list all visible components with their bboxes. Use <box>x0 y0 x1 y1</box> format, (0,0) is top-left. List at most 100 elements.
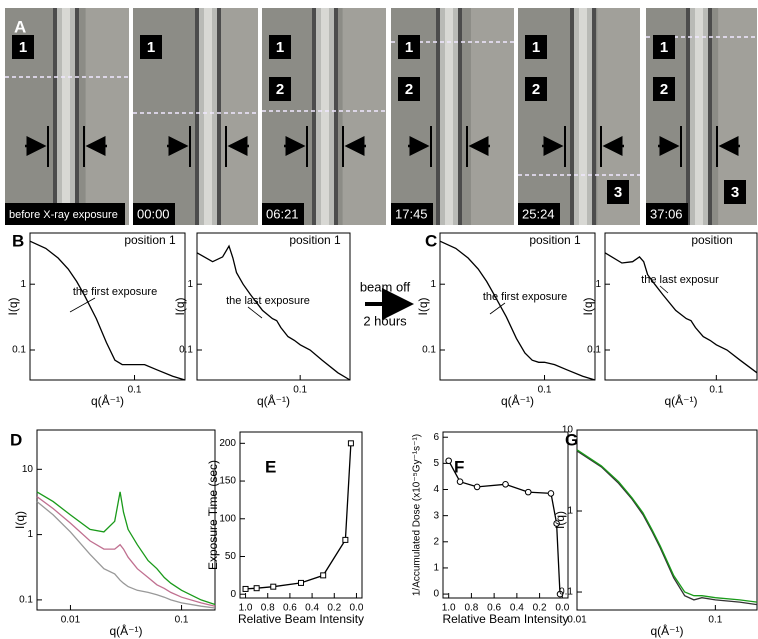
x-axis-label: q(Å⁻¹) <box>91 393 124 408</box>
y-axis-label: I(q) <box>416 297 430 315</box>
marker-box <box>12 35 34 59</box>
annotation-arrow <box>659 285 669 294</box>
beam-arrow-group: beam off 2 hours <box>360 279 414 328</box>
y-tick-label: 4 <box>433 484 439 495</box>
data-point <box>320 572 327 579</box>
y-axis-label: I(q) <box>581 297 595 315</box>
marker-label: 1 <box>660 39 668 56</box>
x-tick-label: 0.1 <box>128 385 142 396</box>
marker-box <box>653 35 675 59</box>
x-axis-label: q(Å⁻¹) <box>110 623 143 638</box>
data-line <box>196 244 351 381</box>
data-point <box>342 536 349 543</box>
x-tick-label: 0.01 <box>61 615 81 626</box>
marker-box <box>653 77 675 101</box>
panel-label: A <box>14 17 26 36</box>
y-tick-label: 200 <box>219 438 236 449</box>
marker-label: 2 <box>660 81 668 98</box>
y-axis-label: I(q) <box>13 511 27 529</box>
plot-frame <box>239 431 363 599</box>
annotation: the first exposure <box>483 291 567 303</box>
time-box <box>5 203 125 225</box>
marker-box <box>525 35 547 59</box>
y-tick-label: 50 <box>225 551 237 562</box>
capillary-core <box>445 8 453 225</box>
marker-label: 1 <box>532 39 540 56</box>
data-line <box>29 240 186 381</box>
time-label: 06:21 <box>266 206 299 221</box>
data-line <box>604 252 758 374</box>
annotation: position 1 <box>529 233 581 247</box>
photo-frame: 1 before X-ray exposure <box>5 8 129 225</box>
photo-shade <box>470 8 514 225</box>
marker-label: 1 <box>405 39 413 56</box>
chart: 0.01 0.1 0.1 1 10 q(Å⁻¹) I(q) <box>13 429 216 638</box>
data-point <box>347 440 354 447</box>
y-tick-label: 10 <box>562 425 574 436</box>
x-tick-label: 0.6 <box>487 603 501 614</box>
chart: 0.1 0.1 1 q(Å⁻¹) I(q) position 1 the first exp… <box>6 232 186 408</box>
y-tick-label: 0 <box>230 589 236 600</box>
capillary-core <box>62 8 70 225</box>
y-tick-label: 10 <box>22 464 34 475</box>
marker-label: 2 <box>276 81 284 98</box>
marker-label: 3 <box>731 184 739 201</box>
data-point <box>445 457 452 465</box>
chart: 1.0 0.8 0.6 0.4 0.2 0.0 0 50 100 150 200 Relative B… <box>206 431 364 626</box>
marker-box <box>140 35 162 59</box>
time-box <box>262 203 304 225</box>
panel-label: F <box>454 457 464 476</box>
capillary-wall <box>592 8 596 225</box>
plot-frame <box>604 232 758 381</box>
y-axis-label: I(q) <box>553 511 567 529</box>
x-tick-label: 0.1 <box>175 615 189 626</box>
annotation: position 1 <box>124 233 176 247</box>
plot-frame <box>36 429 216 611</box>
chart: 0.1 0.1 1 q(Å⁻¹) I(q) position 1 the last expo… <box>173 232 351 408</box>
data-line <box>448 460 561 595</box>
data-line <box>36 491 216 606</box>
capillary-wall <box>75 8 79 225</box>
x-axis-label: q(Å⁻¹) <box>665 393 698 408</box>
annotation-arrow <box>69 297 96 313</box>
y-axis-label: 1/Accumulated Dose (x10⁻⁵Gy⁻¹s⁻¹) <box>412 434 423 596</box>
beam-note: beam off <box>360 279 411 294</box>
x-axis-label: q(Å⁻¹) <box>257 393 290 408</box>
y-tick-label: 1 <box>430 279 436 290</box>
marker-label: 2 <box>532 81 540 98</box>
plot-frame <box>576 429 758 611</box>
capillary-core <box>321 8 329 225</box>
time-label: before X-ray exposure <box>9 209 118 221</box>
x-tick-label: 0.8 <box>464 603 478 614</box>
data-point <box>547 490 555 497</box>
marker-box <box>607 180 629 204</box>
capillary-wall <box>458 8 462 225</box>
y-tick-label: 0 <box>433 589 439 600</box>
y-tick-label: 1 <box>595 279 601 290</box>
photo-shade <box>85 8 129 225</box>
marker-box <box>269 35 291 59</box>
data-line <box>36 496 216 607</box>
x-axis-label: q(Å⁻¹) <box>651 623 684 638</box>
data-point <box>253 585 260 592</box>
data-point <box>524 488 532 496</box>
time-label: 37:06 <box>650 206 683 221</box>
y-tick-label: 6 <box>433 432 439 443</box>
annotation: the last exposur <box>641 274 719 286</box>
y-tick-label: 0.1 <box>19 595 33 606</box>
marker-box <box>724 180 746 204</box>
x-tick-label: 0.0 <box>350 603 364 614</box>
data-point <box>242 585 249 592</box>
time-box <box>518 203 560 225</box>
annotation: position <box>691 233 732 247</box>
data-line <box>245 443 352 590</box>
data-line <box>439 240 596 381</box>
panel-label: D <box>10 430 22 449</box>
time-box <box>391 203 433 225</box>
marker-box <box>525 77 547 101</box>
plot-frame <box>196 232 351 381</box>
y-tick-label: 1 <box>20 279 26 290</box>
x-tick-label: 0.2 <box>327 603 341 614</box>
x-tick-label: 0.6 <box>283 603 297 614</box>
